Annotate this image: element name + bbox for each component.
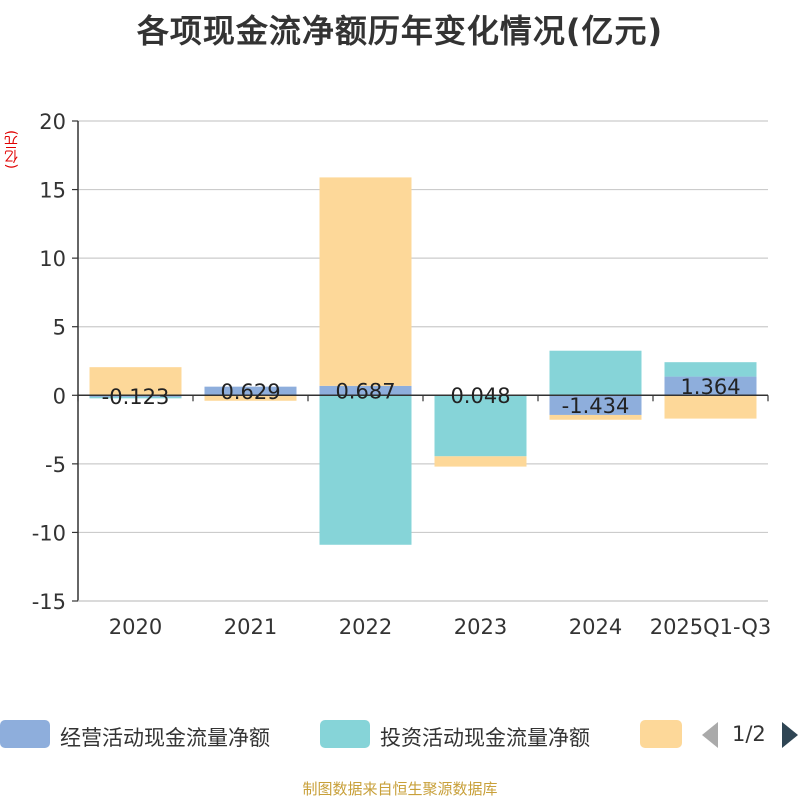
data-label: -0.123 xyxy=(102,385,170,409)
x-tick-label: 2022 xyxy=(339,615,392,639)
legend-label-investing: 投资活动现金流量净额 xyxy=(380,726,590,750)
pager-prev-icon[interactable] xyxy=(702,722,718,748)
y-tick-label: -15 xyxy=(32,590,66,614)
legend-swatch-operating xyxy=(0,720,50,748)
legend-swatch-financing xyxy=(640,720,682,748)
x-tick-label: 2024 xyxy=(569,615,622,639)
y-tick-label: 15 xyxy=(39,179,66,203)
bar-layer xyxy=(89,177,757,545)
pager-page-indicator: 1/2 xyxy=(732,722,766,746)
data-label: 0.048 xyxy=(450,384,510,408)
pager-next-icon[interactable] xyxy=(782,722,798,748)
bar-investing xyxy=(664,362,757,377)
data-label: -1.434 xyxy=(562,394,630,418)
x-tick-label: 2021 xyxy=(224,615,277,639)
bar-operating xyxy=(549,395,642,415)
bar-financing xyxy=(319,177,412,386)
x-tick-label: 2025Q1-Q3 xyxy=(650,615,772,639)
grid-lines xyxy=(78,120,768,602)
x-tick-label: 2020 xyxy=(109,615,162,639)
data-label: 0.629 xyxy=(220,380,280,404)
y-tick-label: -10 xyxy=(32,521,66,545)
bar-financing xyxy=(89,367,182,396)
data-label: 0.687 xyxy=(335,380,395,404)
y-tick-label: 5 xyxy=(53,316,66,340)
bar-operating xyxy=(319,385,412,396)
y-tick-label: -5 xyxy=(45,453,66,477)
bar-operating xyxy=(204,386,297,396)
y-tick-label: 10 xyxy=(39,247,66,271)
bar-financing xyxy=(204,395,297,401)
bar-operating xyxy=(89,395,182,397)
bar-investing xyxy=(319,395,412,545)
bar-financing xyxy=(434,456,527,467)
data-labels: -0.123 0.629 0.687 0.048 -1.434 1.364 xyxy=(102,375,741,418)
bar-operating xyxy=(664,376,757,396)
bar-investing xyxy=(549,350,642,396)
legend-swatch-investing xyxy=(320,720,370,748)
y-tick-label: 20 xyxy=(39,110,66,134)
bar-financing xyxy=(549,414,642,420)
legend-pager: 1/2 xyxy=(700,720,800,750)
axes: 20 15 10 5 0 -5 -10 -15 2020 2021 2022 2023 2024 2025… xyxy=(32,110,772,639)
data-label: 1.364 xyxy=(680,375,740,399)
data-source-note: 制图数据来自恒生聚源数据库 xyxy=(302,780,498,798)
legend: 经营活动现金流量净额 投资活动现金流量净额 1/2 xyxy=(0,714,800,754)
legend-label-operating: 经营活动现金流量净额 xyxy=(60,726,270,750)
x-tick-label: 2023 xyxy=(454,615,507,639)
y-tick-label: 0 xyxy=(53,384,66,408)
bar-investing xyxy=(434,395,527,457)
bar-investing xyxy=(89,396,182,399)
chart-title: 各项现金流净额历年变化情况(亿元) xyxy=(136,12,664,50)
bar-financing xyxy=(664,395,757,419)
